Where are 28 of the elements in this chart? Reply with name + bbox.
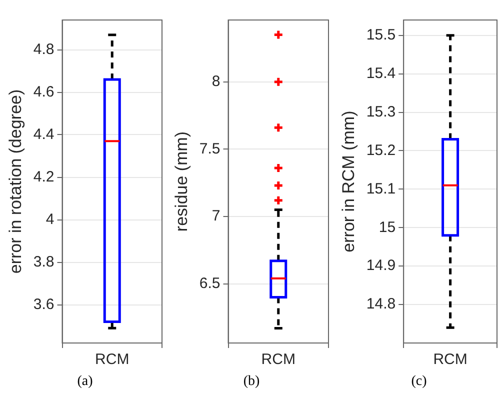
y-tick-label: 14.9 bbox=[366, 257, 396, 274]
x-tick-label: RCM bbox=[95, 351, 130, 368]
x-tick-label: RCM bbox=[261, 351, 296, 368]
y-tick-label: 7 bbox=[212, 208, 220, 225]
text: (c) bbox=[410, 374, 428, 390]
y-tick-label: 8 bbox=[212, 73, 220, 90]
y-tick-label: 6.5 bbox=[199, 274, 220, 292]
text: (a) bbox=[76, 374, 94, 390]
y-tick-label: 4.8 bbox=[33, 40, 54, 58]
y-tick-label: 15.4 bbox=[366, 64, 396, 82]
y-tick-label: 4.6 bbox=[33, 83, 54, 100]
y-tick-label: 15 bbox=[378, 218, 396, 236]
y-tick-label: 15.5 bbox=[366, 26, 396, 44]
y-tick-label: 14.8 bbox=[366, 296, 396, 313]
y-tick-label: 4.2 bbox=[33, 168, 54, 186]
y-tick-label: 4 bbox=[46, 210, 54, 228]
y-tick-label: 15.3 bbox=[366, 103, 396, 120]
y-tick-label: 15.1 bbox=[366, 180, 396, 198]
y-tick-label: 3.6 bbox=[33, 296, 54, 313]
y-tick-label: 3.8 bbox=[33, 253, 54, 270]
y-tick-label: 7.5 bbox=[199, 140, 220, 158]
y-axis-title: error in rotation (degree) bbox=[6, 89, 25, 274]
y-tick-label: 4.4 bbox=[33, 126, 54, 143]
y-tick-label: 15.2 bbox=[366, 142, 396, 159]
y-axis-title: error in RCM (mm) bbox=[338, 110, 358, 252]
text: (b) bbox=[242, 374, 261, 390]
x-tick-label: RCM bbox=[433, 351, 468, 368]
y-axis-title: residue (mm) bbox=[172, 131, 191, 232]
